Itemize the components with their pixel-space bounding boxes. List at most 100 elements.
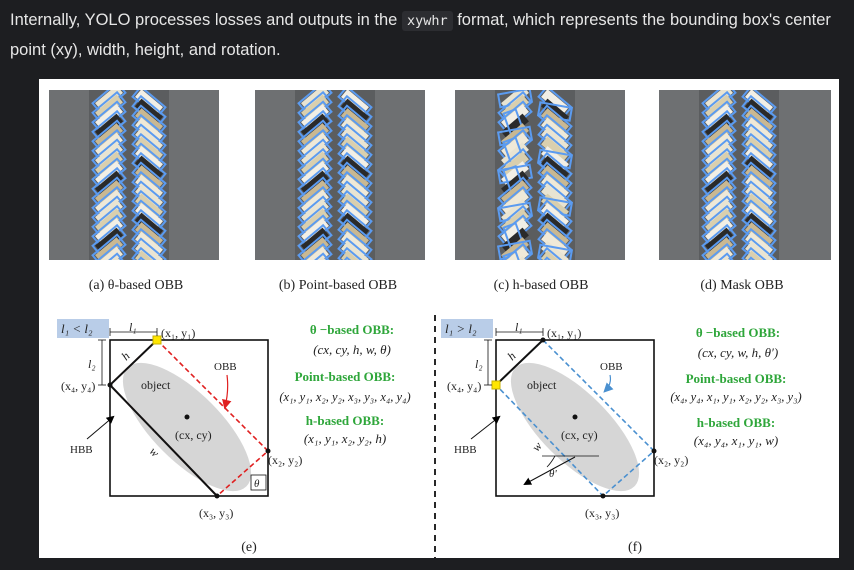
parked-car: [501, 151, 529, 178]
p4-label-f: (x₄, y₄): [447, 379, 481, 393]
point-title-f: Point-based OBB:: [686, 371, 787, 386]
h-expr-f: (x₄, y₄, x₁, y₁, w): [694, 433, 779, 448]
hbb-arrow-e: [86, 415, 115, 440]
condition-f: l₁ > l₂: [445, 321, 477, 336]
l1-label-e: l₁: [129, 320, 137, 334]
center-label-e: (cx, cy): [175, 428, 212, 442]
detection-box: [701, 252, 737, 260]
edge-h-e: [109, 339, 158, 386]
vertex-1-e: [152, 335, 162, 345]
parked-car: [541, 250, 569, 260]
intro-text-before: Internally, YOLO processes losses and ou…: [10, 11, 398, 29]
obb-arrow-f: [603, 374, 614, 393]
p2-label-f: (x₂, y₂): [654, 453, 688, 467]
condition-highlight-f: [441, 319, 493, 338]
p2-label-e: (x₂, y₂): [268, 453, 302, 467]
detection-box: [741, 246, 777, 260]
intro-text-after: format, which represents the bounding bo…: [10, 11, 831, 59]
center-dot-e: [184, 414, 190, 420]
parked-car: [341, 250, 369, 260]
point-expr-e: (x₁, y₁, x₂, y₂, x₃, y₃, x₄, y₄): [279, 390, 410, 404]
object-label-e: object: [141, 378, 171, 392]
h-label-f: h: [505, 349, 519, 363]
p3-label-f: (x₃, y₃): [585, 506, 619, 520]
parked-car: [541, 90, 569, 115]
parked-car: [501, 227, 529, 254]
p3-label-e: (x₃, y₃): [199, 506, 233, 520]
panel-d-image: [659, 90, 831, 260]
panel-a-image: [49, 90, 219, 260]
parked-car: [541, 136, 569, 163]
h-label-e: h: [119, 349, 133, 363]
formulas-e: θ −based OBB: (cx, cy, h, w, θ) Point-ba…: [279, 322, 410, 446]
caption-b: (b) Point-based OBB: [279, 278, 397, 293]
parked-car: [541, 184, 569, 210]
hbb-label-e: HBB: [70, 444, 93, 456]
diagram-e: l₁ < l₂ l₁ l₂ h w θ (x₁, y₁) (x₄, y₄): [57, 319, 302, 555]
vertex-2-f: [651, 448, 657, 454]
object-ellipse-f: [510, 362, 640, 492]
caption-e: (e): [241, 540, 257, 555]
h-title-e: h-based OBB:: [306, 413, 384, 428]
intro-paragraph: Internally, YOLO processes losses and ou…: [10, 6, 844, 65]
detection-box: [297, 242, 333, 260]
object-label-f: object: [527, 378, 557, 392]
caption-c: (c) h-based OBB: [494, 278, 589, 293]
parked-car: [501, 161, 529, 187]
parked-car: [501, 246, 529, 260]
obb-label-f: OBB: [600, 361, 623, 373]
center-dot-f: [572, 414, 578, 420]
parked-car: [501, 104, 529, 130]
detection-box: [91, 242, 127, 260]
theta-expr-e: (cx, cy, h, w, θ): [313, 342, 391, 357]
parked-car: [135, 250, 163, 260]
caption-d: (d) Mask OBB: [700, 278, 783, 293]
w-label-e: w: [147, 444, 163, 459]
theta-expr-f: (cx, cy, w, h, θ′): [698, 345, 778, 360]
vertex-4-f: [491, 380, 501, 390]
parked-car: [501, 189, 529, 216]
caption-f: (f): [628, 540, 642, 555]
p1-label-e: (x₁, y₁): [161, 326, 195, 340]
theta-box-e: [250, 474, 267, 491]
theta-label-f: θ': [549, 468, 557, 480]
l2-label-e: l₂: [88, 357, 96, 371]
xywhr-code: xywhr: [401, 11, 453, 31]
p1-label-f: (x₁, y₁): [547, 326, 581, 340]
detection-box: [701, 242, 737, 260]
parked-car: [745, 250, 773, 260]
h-title-f: h-based OBB:: [697, 415, 775, 430]
hbb-arrow-f: [470, 415, 501, 440]
detection-box: [502, 250, 528, 260]
parked-car: [501, 113, 529, 140]
point-title-e: Point-based OBB:: [295, 369, 396, 384]
hbb-label-f: HBB: [454, 444, 477, 456]
parked-car: [501, 218, 529, 244]
p4-label-e: (x₄, y₄): [61, 379, 95, 393]
vertex-2-e: [265, 448, 271, 454]
parked-car: [541, 231, 569, 258]
obb-figure: (a) θ-based OBB (b) Point-based OBB (c) …: [39, 79, 839, 558]
edge-h-f: [495, 339, 544, 386]
theta-title-f: θ −based OBB:: [696, 325, 780, 340]
detection-box: [297, 252, 333, 260]
l1-label-f: l₁: [515, 320, 523, 334]
point-expr-f: (x₄, y₄, x₁, y₁, x₂, y₂, x₃, y₃): [670, 390, 801, 404]
caption-a: (a) θ-based OBB: [89, 278, 184, 293]
center-label-f: (cx, cy): [561, 428, 598, 442]
obb-label-e: OBB: [214, 361, 237, 373]
vertex-1-f: [540, 337, 546, 343]
h-expr-e: (x₁, y₁, x₂, y₂, h): [304, 431, 386, 446]
parked-car: [501, 132, 529, 159]
theta-title-e: θ −based OBB:: [310, 322, 394, 337]
diagram-f: l₁ > l₂ l₁ l₂ h w θ' (x₁, y₁) (x₄, y₄) (…: [441, 319, 688, 555]
condition-e: l₁ < l₂: [61, 321, 93, 336]
l2-label-f: l₂: [475, 357, 483, 371]
detection-box: [536, 243, 574, 260]
object-ellipse-e: [122, 362, 252, 492]
panel-b-image: [255, 90, 425, 260]
condition-highlight-e: [57, 319, 109, 338]
detection-box: [337, 246, 373, 260]
edge-w-e: [109, 384, 218, 497]
theta-label-e: θ: [254, 478, 260, 490]
